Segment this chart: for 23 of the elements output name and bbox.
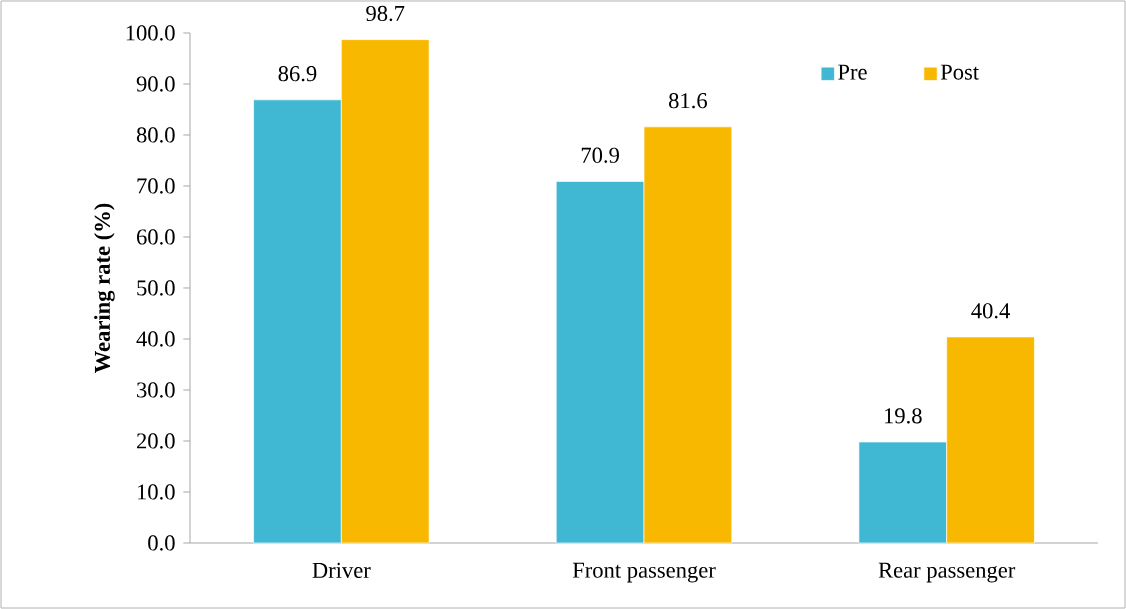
legend-label: Pre bbox=[838, 64, 867, 80]
y-tick-label: 80.0 bbox=[136, 127, 175, 143]
x-tick-label: Rear passenger bbox=[878, 562, 1016, 583]
y-tick-label: 70.0 bbox=[137, 178, 175, 194]
data-label: 19.8 bbox=[885, 408, 922, 424]
x-tick-label: Front passenger bbox=[572, 562, 716, 583]
data-label: 81.6 bbox=[668, 93, 707, 109]
y-tick-label: 10.0 bbox=[138, 484, 175, 500]
data-label: 40.4 bbox=[971, 303, 1010, 319]
data-label: 98.7 bbox=[366, 5, 405, 22]
data-label: 70.9 bbox=[581, 147, 619, 163]
y-tick-label: 30.0 bbox=[137, 382, 175, 398]
y-tick-label: 90.0 bbox=[136, 76, 175, 92]
legend-label: Post bbox=[940, 64, 979, 80]
y-tick-label: 100.0 bbox=[126, 25, 175, 41]
y-tick-label: 40.0 bbox=[136, 331, 175, 347]
y-tick-label: 60.0 bbox=[137, 229, 175, 245]
y-tick-label: 50.0 bbox=[137, 280, 175, 296]
x-tick-label: Driver bbox=[312, 562, 371, 578]
data-label: 86.9 bbox=[278, 66, 317, 82]
y-tick-label: 20.0 bbox=[137, 433, 175, 449]
y-axis-title: Wearing rate (%) bbox=[94, 203, 115, 373]
y-tick-label: 0.0 bbox=[148, 535, 175, 551]
